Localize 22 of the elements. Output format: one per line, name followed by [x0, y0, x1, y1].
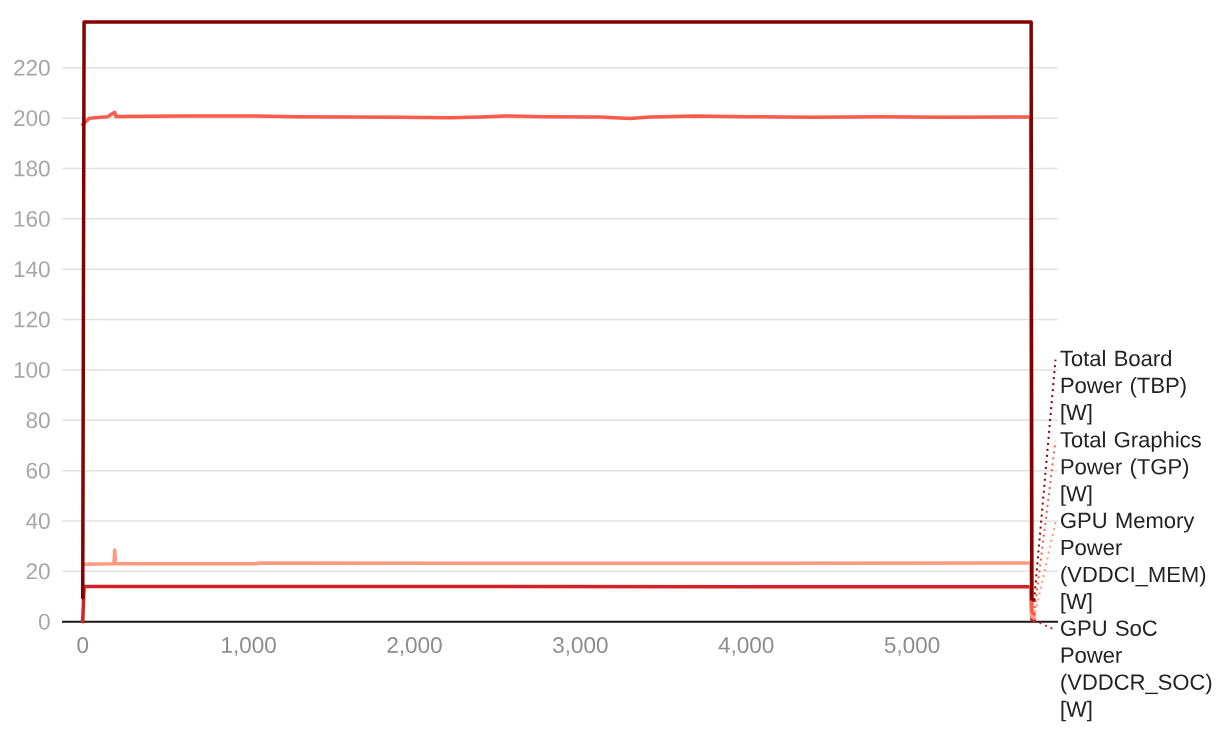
series-label: Total Board Power (TBP) [W] — [1060, 350, 1186, 425]
y-tick-label: 180 — [14, 160, 50, 177]
x-tick-label: 5,000 — [884, 637, 940, 656]
x-tick-label: 1,000 — [222, 637, 276, 656]
x-tick-label: 0 — [77, 637, 89, 654]
series-label: Total Graphics Power (TGP) [W] — [1060, 431, 1201, 506]
y-tick-label: 100 — [14, 361, 50, 378]
x-tick-label: 2,000 — [387, 637, 442, 656]
y-tick-label: 0 — [38, 613, 50, 630]
y-tick-label: 60 — [26, 462, 50, 479]
y-tick-label: 40 — [26, 513, 50, 529]
x-tick-label: 3,000 — [553, 637, 608, 656]
y-tick-label: 80 — [26, 412, 50, 429]
y-tick-label: 200 — [14, 110, 50, 127]
legend-label: GPU SoC Power (VDDCR_SOC) [W] — [1061, 620, 1212, 722]
y-tick-label: 220 — [14, 59, 50, 76]
x-tick-label: 4,000 — [718, 637, 774, 656]
y-tick-label: 140 — [14, 261, 50, 278]
y-tick-label: 160 — [14, 210, 50, 227]
y-tick-label: 120 — [14, 311, 50, 328]
y-tick-label: 20 — [26, 563, 50, 580]
series-label: GPU Memory Power (VDDCI_MEM) [W] — [1061, 512, 1206, 614]
